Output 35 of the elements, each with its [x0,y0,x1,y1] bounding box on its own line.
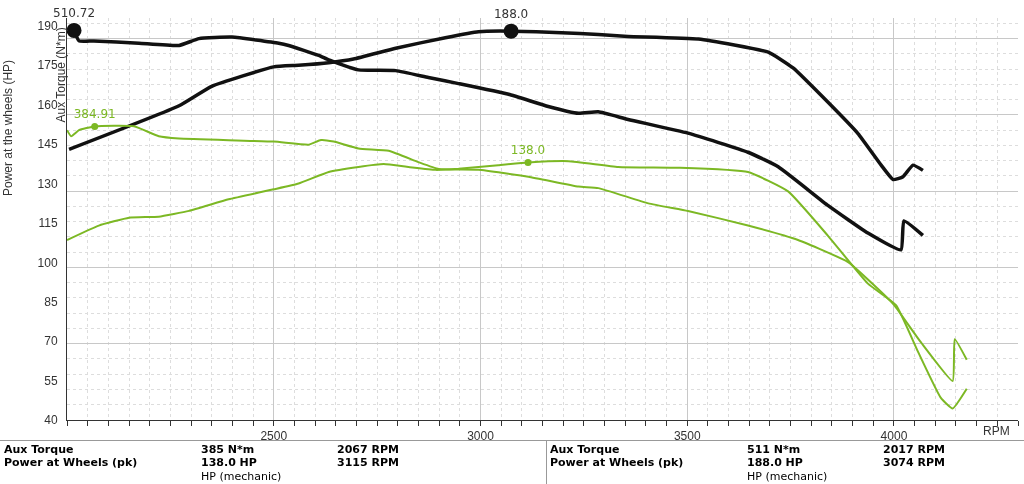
text: 188.0 HP [747,456,803,469]
y-tick-label: 190 [37,19,58,34]
y-tick-label: 145 [37,137,58,152]
y-tick-label: 85 [44,294,58,309]
text: 511 N*m [747,443,801,456]
x-tick-label: 3000 [467,429,495,444]
text: Aux Torque [4,443,74,456]
text: HP (mechanic) [747,470,828,483]
data-label: 188.0 [493,6,529,21]
text: Power at Wheels (pk) [550,456,684,469]
text: 2017 RPM [883,443,945,456]
y-tick-label: 160 [37,97,58,112]
text: HP (mechanic) [201,470,282,483]
text: 3074 RPM [883,456,945,469]
text: Power at Wheels (pk) [4,456,138,469]
data-label: 384.91 [73,107,116,122]
data-label: 510.72 [53,6,96,21]
x-axis-title: RPM [983,424,1010,438]
data-label: 138.0 [510,143,546,158]
y-tick-label: 55 [44,373,58,388]
y-tick-label: 100 [37,255,58,270]
y-tick-label: 40 [44,413,58,428]
y-axis-title: Power at the wheels (HP) [1,59,15,196]
text: Aux Torque [550,443,620,456]
text: 138.0 HP [201,456,257,469]
text: 385 N*m [201,443,255,456]
x-tick-label: 4000 [880,429,908,444]
text: 3115 RPM [337,456,399,469]
text: 2067 RPM [337,443,399,456]
x-tick-label: 3500 [673,429,701,444]
y-tick-label: 70 [44,334,58,349]
y-tick-label: 175 [37,58,58,73]
y-tick-label: 130 [37,176,58,191]
y-tick-label: 115 [38,216,58,231]
x-tick-label: 2500 [260,429,288,444]
